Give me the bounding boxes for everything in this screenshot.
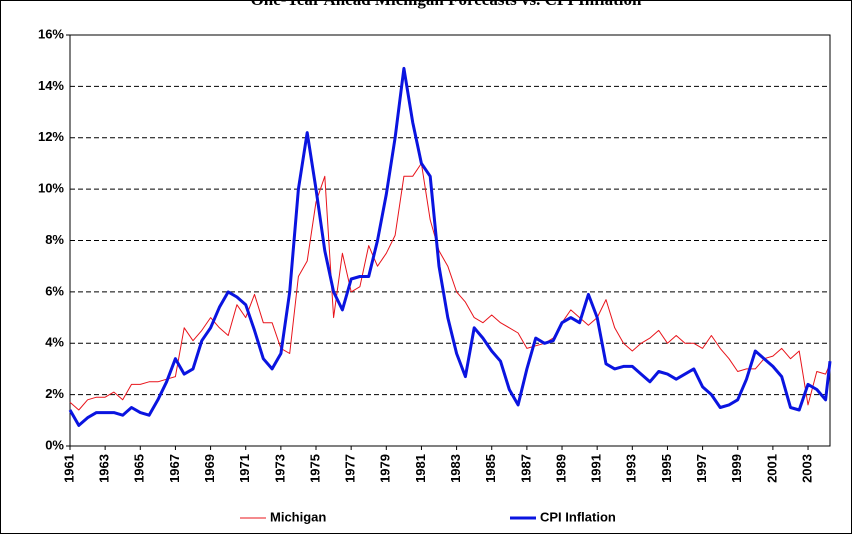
x-tick-label: 1999 [729, 454, 744, 483]
x-tick-label: 1979 [378, 454, 393, 483]
x-tick-label: 1973 [272, 454, 287, 483]
x-tick-label: 1993 [624, 454, 639, 483]
x-tick-label: 1965 [132, 454, 147, 483]
x-tick-label: 1991 [589, 454, 604, 483]
x-tick-label: 1971 [237, 454, 252, 483]
x-tick-label: 1967 [167, 454, 182, 483]
y-tick-label: 10% [38, 181, 64, 196]
x-tick-label: 1997 [694, 454, 709, 483]
x-tick-label: 1961 [61, 454, 76, 483]
x-tick-label: 1975 [307, 454, 322, 483]
legend-label: CPI Inflation [540, 509, 616, 524]
x-tick-label: 1985 [483, 454, 498, 483]
y-tick-label: 6% [45, 283, 64, 298]
x-tick-label: 1969 [202, 454, 217, 483]
y-tick-label: 4% [45, 335, 64, 350]
x-tick-label: 2003 [799, 454, 814, 483]
y-tick-label: 8% [45, 232, 64, 247]
x-tick-label: 1981 [413, 454, 428, 483]
legend-label: Michigan [270, 509, 326, 524]
x-tick-label: 2001 [764, 454, 779, 483]
y-tick-label: 16% [38, 26, 64, 41]
x-tick-label: 1987 [518, 454, 533, 483]
x-tick-label: 1989 [553, 454, 568, 483]
y-tick-label: 12% [38, 129, 64, 144]
x-tick-label: 1983 [448, 454, 463, 483]
y-tick-label: 2% [45, 386, 64, 401]
x-tick-label: 1995 [659, 454, 674, 483]
y-tick-label: 14% [38, 78, 64, 93]
y-tick-label: 0% [45, 437, 64, 452]
x-tick-label: 1963 [97, 454, 112, 483]
series-line [69, 162, 831, 411]
chart-title: One-Year Ahead Michigan Forecasts vs. CP… [251, 0, 642, 9]
series-line [68, 66, 832, 427]
x-tick-label: 1977 [343, 454, 358, 483]
